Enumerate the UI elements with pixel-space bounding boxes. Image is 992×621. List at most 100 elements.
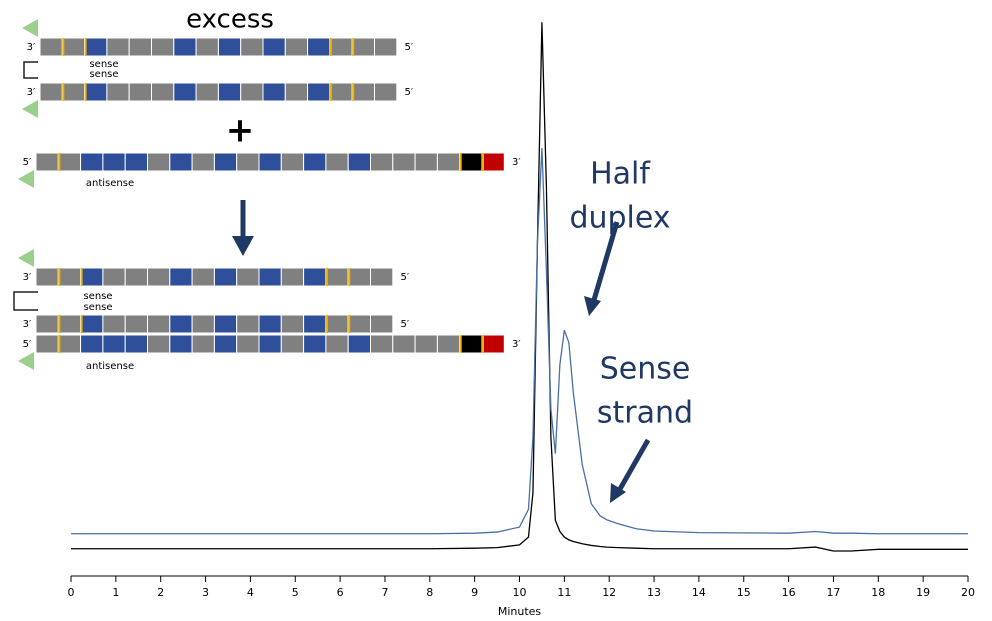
base-box [128,37,152,57]
base-box [80,267,104,287]
base-box [370,152,394,172]
base-box [80,314,104,334]
strand-end-label: 5′ [404,42,413,53]
x-tick-label: 19 [916,586,930,599]
base-box [347,267,372,287]
base-box [284,82,309,102]
base-box [84,82,108,102]
green-marker [18,249,34,267]
base-box [258,267,282,287]
base-box [262,37,286,57]
base-box [124,267,148,287]
base-box [325,314,349,334]
base-box [213,152,238,172]
base-box [124,314,148,334]
base-box [173,82,197,102]
strand [35,267,394,287]
x-tick-label: 11 [557,586,571,599]
base-box [35,152,59,172]
strand-end-label: 3′ [27,42,36,53]
base-box [347,334,372,354]
base-box [374,82,398,102]
strand-label: sense [83,302,112,313]
x-tick-label: 12 [602,586,616,599]
x-tick-label: 8 [426,586,433,599]
strand-end-label: 5′ [23,157,32,168]
x-axis-label: Minutes [498,605,542,618]
base-box [374,37,398,57]
strand-end-label: 3′ [27,87,36,98]
base-box [195,82,219,102]
trace [71,22,968,552]
x-tick-label: 0 [68,586,75,599]
base-box [329,82,353,102]
base-box [61,37,86,57]
base-box [147,267,171,287]
base-box [147,334,171,354]
x-tick-label: 9 [471,586,478,599]
strand-end-label: 5′ [400,319,409,330]
strand-end-label: 3′ [23,319,32,330]
trace [71,147,968,535]
base-box [240,37,264,57]
base-box [240,82,264,102]
x-tick-label: 5 [292,586,299,599]
base-box [236,267,260,287]
x-tick-label: 10 [513,586,527,599]
base-box [173,37,197,57]
base-box [307,82,331,102]
base-box [258,314,282,334]
annotation-arrow [584,221,620,316]
base-box [151,37,175,57]
base-box [57,314,82,334]
strand-end-label: 5′ [404,87,413,98]
strand [35,334,505,354]
base-box [325,267,349,287]
base-box [106,37,130,57]
base-box [102,267,126,287]
base-box [169,152,193,172]
strand-end-label: 3′ [23,272,32,283]
annotation: strand [597,396,693,431]
strand [39,82,398,102]
base-box [80,152,104,172]
base-box [280,334,305,354]
x-tick-label: 3 [202,586,209,599]
x-tick-label: 13 [647,586,661,599]
base-box [284,37,309,57]
base-box [303,334,327,354]
base-box [307,37,331,57]
base-box [128,82,152,102]
base-box [347,152,372,172]
base-box [236,152,260,172]
base-box [147,152,171,172]
base-box [481,334,505,354]
base-box [325,334,349,354]
base-box [39,82,63,102]
annotation: duplex [569,201,670,236]
green-marker [22,19,38,37]
base-box [370,267,394,287]
base-box [57,334,82,354]
connector [13,291,38,311]
x-tick-label: 15 [737,586,751,599]
base-box [169,334,193,354]
base-box [280,267,305,287]
x-tick-label: 20 [961,586,975,599]
x-tick-label: 2 [157,586,164,599]
strand [35,152,505,172]
green-marker [22,100,38,118]
base-box [57,267,82,287]
base-box [329,37,353,57]
base-box [370,334,394,354]
base-box [84,37,108,57]
base-box [124,334,148,354]
base-box [414,334,438,354]
base-box [191,152,215,172]
base-box [236,314,260,334]
base-box [351,82,376,102]
base-box [39,37,63,57]
base-box [436,334,461,354]
base-box [262,82,286,102]
